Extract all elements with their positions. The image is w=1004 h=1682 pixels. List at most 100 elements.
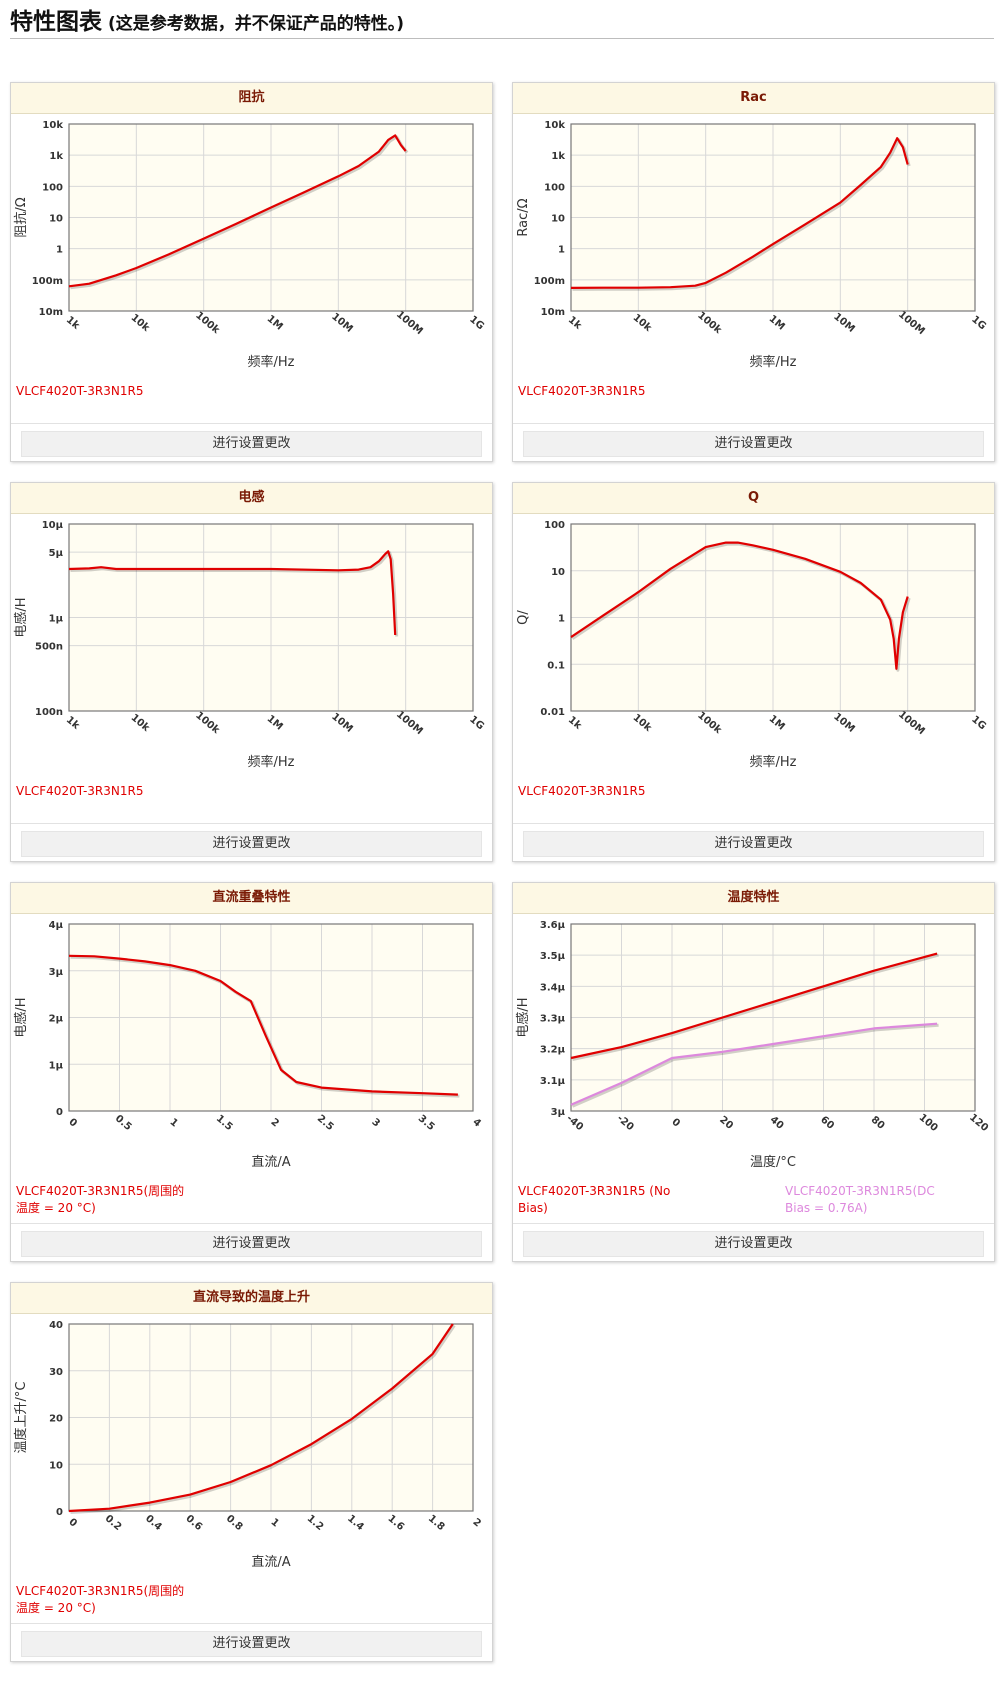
change-settings-button[interactable]: 进行设置更改 xyxy=(523,431,984,457)
x-tick-label: 1.8 xyxy=(426,1513,447,1533)
y-tick-label: 1 xyxy=(558,614,565,625)
series-line xyxy=(68,550,397,636)
series-line xyxy=(570,952,938,1060)
x-tick-label: 100M xyxy=(896,309,927,337)
y-tick-label: 0 xyxy=(56,1507,63,1518)
panel-footer: 进行设置更改 xyxy=(11,823,492,861)
inductance-chart: 1k 10k 100k 1M 10M 100M 1G 100n 500n 1μ 5μ 10μ 频率/Hz… xyxy=(13,520,486,770)
x-tick-label: 1k xyxy=(566,314,584,331)
x-tick-label: 0.8 xyxy=(224,1513,245,1533)
page-subtitle: (这是参考数据，并不保证产品的特性。) xyxy=(108,14,405,34)
plot-frame xyxy=(68,523,474,712)
x-tick-label: 100M xyxy=(394,709,425,737)
q-chart: 1k 10k 100k 1M 10M 100M 1G 0.01 0.1 1 10 100 频率/Hz Q/ xyxy=(516,520,988,770)
x-tick-label: 1.6 xyxy=(385,1513,406,1533)
change-settings-button[interactable]: 进行设置更改 xyxy=(21,1231,482,1257)
x-axis-label: 直流/A xyxy=(251,1555,290,1570)
x-tick-label: 100k xyxy=(193,710,221,736)
legend-item: VLCF4020T-3R3N1R5 xyxy=(518,784,646,798)
y-tick-label: 3.6μ xyxy=(540,920,566,931)
y-tick-label: 4μ xyxy=(49,920,64,931)
chart-title: 电感 xyxy=(11,483,492,514)
x-tick-label: 100k xyxy=(695,710,723,736)
series-shadow xyxy=(70,1324,456,1514)
x-tick-label: 1G xyxy=(467,714,486,732)
x-tick-label: 80 xyxy=(869,1114,887,1131)
x-tick-label: 10M xyxy=(329,711,354,735)
temperature-rise-chart: 0 0.2 0.4 0.6 0.8 1 1.2 1.4 1.6 1.8 2010203040直流/A… xyxy=(13,1320,483,1570)
y-tick-label: 3.1μ xyxy=(540,1076,566,1087)
x-tick-label: 10M xyxy=(329,311,354,335)
rac-chart: 1k 10k 100k 1M 10M 100M 1G 10m 100m 1 10 100 1k 10k 频率… xyxy=(516,120,988,370)
change-settings-button[interactable]: 进行设置更改 xyxy=(523,1231,984,1257)
y-tick-label: 100 xyxy=(42,182,63,193)
y-tick-label: 1 xyxy=(56,245,63,256)
y-tick-label: 10k xyxy=(544,120,565,131)
x-tick-label: 20 xyxy=(717,1114,735,1131)
y-tick-label: 10 xyxy=(49,214,63,225)
y-tick-label: 10k xyxy=(42,120,63,131)
x-tick-label: 2 xyxy=(268,1117,280,1130)
y-tick-label: 3.3μ xyxy=(540,1014,566,1025)
y-tick-label: 10 xyxy=(551,214,565,225)
y-axis-label: 电感/H xyxy=(13,997,29,1037)
chart-legend: VLCF4020T-3R3N1R5 xyxy=(16,383,486,423)
chart-panel-rac: Rac 1k 10k 100k 1M 10M 100M 1G 10m 100m 1 10 100 1k 1… xyxy=(512,82,995,462)
x-tick-label: 1M xyxy=(767,313,787,332)
x-axis-label: 直流/A xyxy=(251,1155,290,1170)
plot-frame xyxy=(570,923,976,1112)
x-axis-label: 频率/Hz xyxy=(750,354,797,370)
x-tick-label: 1G xyxy=(969,314,988,332)
page-header: 特性图表 (这是参考数据，并不保证产品的特性。) xyxy=(10,6,994,39)
y-tick-label: 3.5μ xyxy=(540,951,566,962)
x-tick-label: -20 xyxy=(615,1113,636,1133)
panel-footer: 进行设置更改 xyxy=(513,1223,994,1261)
plot-frame xyxy=(68,1323,474,1512)
chart-legend: VLCF4020T-3R3N1R5(周围的温度 = 20 °C) xyxy=(16,1183,486,1223)
x-tick-label: 100k xyxy=(193,310,221,336)
x-tick-label: 0.6 xyxy=(183,1513,204,1533)
y-tick-label: 3μ xyxy=(551,1107,566,1118)
x-tick-label: 1k xyxy=(566,714,584,731)
chart-panel-dc-superposition: 直流重叠特性 0 0.5 1 1.5 2 2.5 3 3.5 4 0 1μ 2μ 3μ 4μ 直流/A 电感/… xyxy=(10,882,493,1262)
y-tick-label: 10m xyxy=(541,307,565,318)
panel-footer: 进行设置更改 xyxy=(11,1223,492,1261)
series-line xyxy=(68,954,458,1096)
x-tick-label: 1 xyxy=(167,1117,179,1130)
legend-item: VLCF4020T-3R3N1R5 xyxy=(518,384,646,398)
panel-footer: 进行设置更改 xyxy=(11,1623,492,1661)
series-line xyxy=(68,1323,454,1513)
chart-legend: VLCF4020T-3R3N1R5 xyxy=(518,783,988,823)
y-axis-label: 温度上升/°C xyxy=(13,1382,29,1454)
y-tick-label: 500n xyxy=(35,642,63,653)
x-tick-label: 10k xyxy=(631,312,654,334)
x-tick-label: 4 xyxy=(470,1117,482,1130)
x-tick-label: 100k xyxy=(695,310,723,336)
change-settings-button[interactable]: 进行设置更改 xyxy=(21,831,482,857)
panel-footer: 进行设置更改 xyxy=(513,823,994,861)
legend-item: VLCF4020T-3R3N1R5 xyxy=(16,784,144,798)
x-tick-label: 100M xyxy=(896,709,927,737)
panel-footer: 进行设置更改 xyxy=(11,423,492,461)
change-settings-button[interactable]: 进行设置更改 xyxy=(21,1631,482,1657)
impedance-chart: 1k 10k 100k 1M 10M 100M 1G 10m 100m 1 10 100 1k 10k 频率… xyxy=(14,120,486,370)
x-tick-label: 0.5 xyxy=(113,1113,134,1133)
y-tick-label: 0 xyxy=(56,1107,63,1118)
change-settings-button[interactable]: 进行设置更改 xyxy=(523,831,984,857)
chart-title: Q xyxy=(513,483,994,514)
x-tick-label: -40 xyxy=(564,1113,585,1133)
x-tick-label: 1.2 xyxy=(305,1513,326,1533)
x-tick-label: 1G xyxy=(969,714,988,732)
y-tick-label: 100 xyxy=(544,182,565,193)
x-tick-label: 1k xyxy=(64,714,82,731)
x-tick-label: 1.5 xyxy=(214,1113,235,1133)
y-tick-label: 100m xyxy=(534,276,565,287)
legend-item: VLCF4020T-3R3N1R5(DC Bias = 0.76A) xyxy=(785,1184,935,1215)
x-tick-label: 0 xyxy=(669,1117,681,1130)
x-tick-label: 1M xyxy=(265,713,285,732)
plot-frame xyxy=(68,923,474,1112)
change-settings-button[interactable]: 进行设置更改 xyxy=(21,431,482,457)
x-tick-label: 10k xyxy=(631,712,654,734)
plot-frame xyxy=(570,123,976,312)
chart-title: 阻抗 xyxy=(11,83,492,114)
